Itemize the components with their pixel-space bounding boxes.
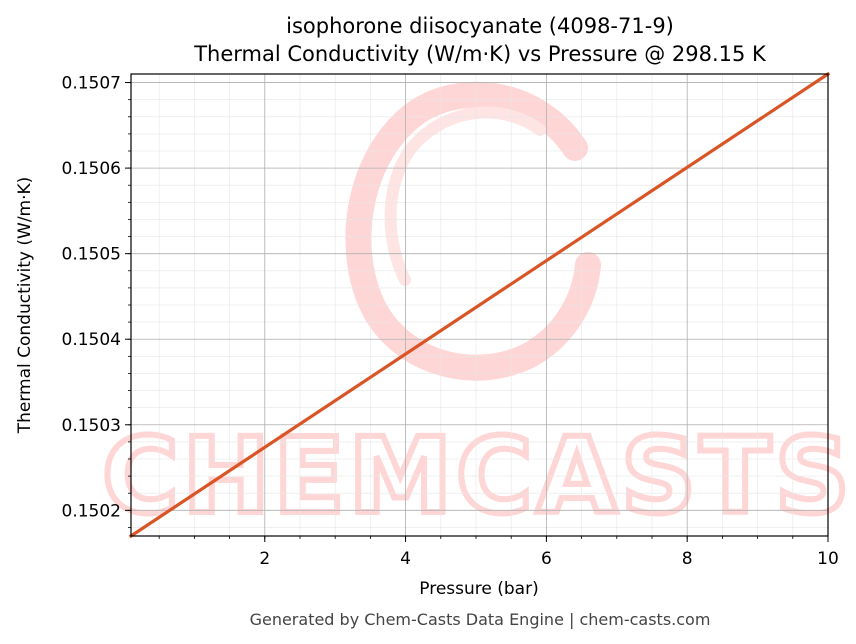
- x-axis-ticks: 2 4 6 8 10: [158, 536, 839, 569]
- y-tick-label: 0.1504: [62, 330, 121, 350]
- chart-title-line2: Thermal Conductivity (W/m·K) vs Pressure…: [193, 42, 767, 66]
- chart-title-line1: isophorone diisocyanate (4098-71-9): [286, 14, 674, 38]
- series-layer: [128, 71, 831, 539]
- x-tick-label: 8: [682, 549, 693, 569]
- y-tick-label: 0.1505: [62, 245, 121, 265]
- major-gridlines: [131, 74, 829, 536]
- series-line: [128, 71, 831, 539]
- x-tick-label: 4: [400, 549, 411, 569]
- x-tick-label: 10: [817, 549, 839, 569]
- watermark-logo-icon: [345, 81, 601, 381]
- y-axis-label: Thermal Conductivity (W/m·K): [15, 177, 35, 435]
- x-tick-label: 2: [259, 549, 270, 569]
- watermark: CHEMCASTS: [99, 81, 853, 540]
- y-tick-label: 0.1502: [62, 501, 121, 521]
- x-axis-label: Pressure (bar): [419, 579, 538, 599]
- y-axis-ticks: 0.1502 0.1503 0.1504 0.1505 0.1506 0.1507: [62, 74, 131, 528]
- y-tick-label: 0.1506: [62, 159, 121, 179]
- x-tick-label: 6: [541, 549, 552, 569]
- y-tick-label: 0.1507: [62, 74, 121, 94]
- footer-credit: Generated by Chem-Casts Data Engine | ch…: [250, 610, 711, 629]
- y-tick-label: 0.1503: [62, 416, 121, 436]
